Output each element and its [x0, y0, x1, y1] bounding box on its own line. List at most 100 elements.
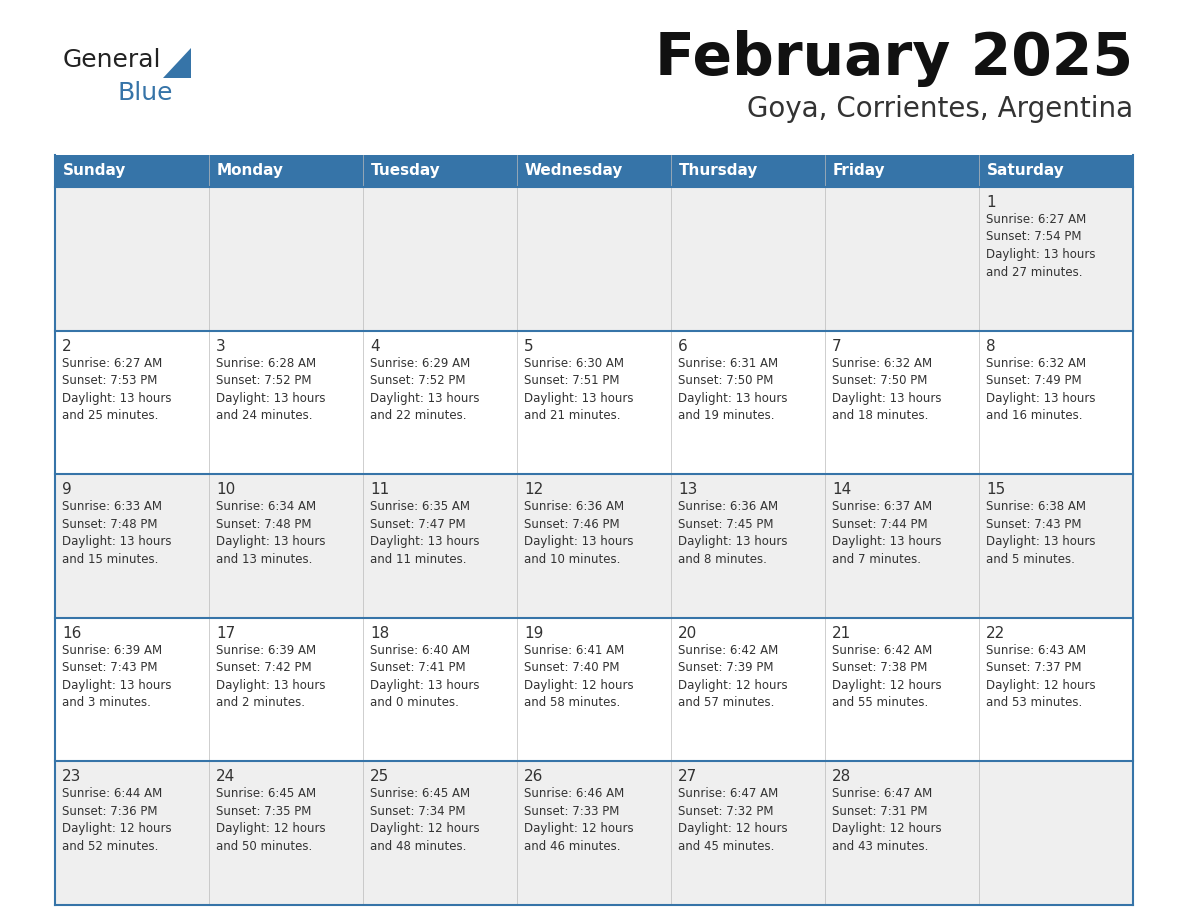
Bar — [209, 155, 364, 187]
Bar — [55, 155, 209, 187]
Text: February 2025: February 2025 — [655, 30, 1133, 87]
Text: Sunrise: 6:33 AM
Sunset: 7:48 PM
Daylight: 13 hours
and 15 minutes.: Sunrise: 6:33 AM Sunset: 7:48 PM Dayligh… — [62, 500, 171, 565]
Text: 2: 2 — [62, 339, 71, 353]
Text: 27: 27 — [678, 769, 697, 784]
Text: 7: 7 — [832, 339, 841, 353]
Text: Tuesday: Tuesday — [371, 163, 441, 178]
Text: Sunday: Sunday — [63, 163, 126, 178]
Text: 19: 19 — [524, 626, 543, 641]
Text: Wednesday: Wednesday — [525, 163, 624, 178]
Text: 13: 13 — [678, 482, 697, 498]
Text: 26: 26 — [524, 769, 543, 784]
Text: 18: 18 — [369, 626, 390, 641]
Text: 6: 6 — [678, 339, 688, 353]
Text: Sunrise: 6:36 AM
Sunset: 7:45 PM
Daylight: 13 hours
and 8 minutes.: Sunrise: 6:36 AM Sunset: 7:45 PM Dayligh… — [678, 500, 788, 565]
Text: 12: 12 — [524, 482, 543, 498]
Bar — [55, 761, 209, 905]
Text: Friday: Friday — [833, 163, 885, 178]
Text: Sunrise: 6:34 AM
Sunset: 7:48 PM
Daylight: 13 hours
and 13 minutes.: Sunrise: 6:34 AM Sunset: 7:48 PM Dayligh… — [216, 500, 326, 565]
Bar — [209, 475, 364, 618]
Bar — [824, 155, 979, 187]
Text: Sunrise: 6:47 AM
Sunset: 7:32 PM
Daylight: 12 hours
and 45 minutes.: Sunrise: 6:47 AM Sunset: 7:32 PM Dayligh… — [678, 788, 788, 853]
Text: Sunrise: 6:30 AM
Sunset: 7:51 PM
Daylight: 13 hours
and 21 minutes.: Sunrise: 6:30 AM Sunset: 7:51 PM Dayligh… — [524, 356, 633, 422]
Bar — [517, 330, 671, 475]
Text: 28: 28 — [832, 769, 852, 784]
Text: Saturday: Saturday — [987, 163, 1064, 178]
Text: Sunrise: 6:36 AM
Sunset: 7:46 PM
Daylight: 13 hours
and 10 minutes.: Sunrise: 6:36 AM Sunset: 7:46 PM Dayligh… — [524, 500, 633, 565]
Bar — [55, 475, 209, 618]
Bar — [55, 187, 209, 330]
Text: Sunrise: 6:42 AM
Sunset: 7:38 PM
Daylight: 12 hours
and 55 minutes.: Sunrise: 6:42 AM Sunset: 7:38 PM Dayligh… — [832, 644, 942, 710]
Text: Sunrise: 6:44 AM
Sunset: 7:36 PM
Daylight: 12 hours
and 52 minutes.: Sunrise: 6:44 AM Sunset: 7:36 PM Dayligh… — [62, 788, 171, 853]
Bar — [364, 187, 517, 330]
Bar — [517, 187, 671, 330]
Text: 24: 24 — [216, 769, 235, 784]
Text: Sunrise: 6:45 AM
Sunset: 7:34 PM
Daylight: 12 hours
and 48 minutes.: Sunrise: 6:45 AM Sunset: 7:34 PM Dayligh… — [369, 788, 480, 853]
Bar — [364, 330, 517, 475]
Text: Sunrise: 6:41 AM
Sunset: 7:40 PM
Daylight: 12 hours
and 58 minutes.: Sunrise: 6:41 AM Sunset: 7:40 PM Dayligh… — [524, 644, 633, 710]
Bar — [517, 618, 671, 761]
Bar — [55, 618, 209, 761]
Bar — [209, 618, 364, 761]
Bar — [364, 475, 517, 618]
Text: Sunrise: 6:38 AM
Sunset: 7:43 PM
Daylight: 13 hours
and 5 minutes.: Sunrise: 6:38 AM Sunset: 7:43 PM Dayligh… — [986, 500, 1095, 565]
Text: Sunrise: 6:28 AM
Sunset: 7:52 PM
Daylight: 13 hours
and 24 minutes.: Sunrise: 6:28 AM Sunset: 7:52 PM Dayligh… — [216, 356, 326, 422]
Bar — [209, 761, 364, 905]
Bar — [979, 761, 1133, 905]
Text: Sunrise: 6:27 AM
Sunset: 7:53 PM
Daylight: 13 hours
and 25 minutes.: Sunrise: 6:27 AM Sunset: 7:53 PM Dayligh… — [62, 356, 171, 422]
Text: Sunrise: 6:47 AM
Sunset: 7:31 PM
Daylight: 12 hours
and 43 minutes.: Sunrise: 6:47 AM Sunset: 7:31 PM Dayligh… — [832, 788, 942, 853]
Bar — [824, 618, 979, 761]
Text: Sunrise: 6:29 AM
Sunset: 7:52 PM
Daylight: 13 hours
and 22 minutes.: Sunrise: 6:29 AM Sunset: 7:52 PM Dayligh… — [369, 356, 480, 422]
Text: 17: 17 — [216, 626, 235, 641]
Polygon shape — [163, 48, 191, 78]
Text: 4: 4 — [369, 339, 380, 353]
Bar — [55, 330, 209, 475]
Bar — [824, 475, 979, 618]
Text: 9: 9 — [62, 482, 71, 498]
Text: Sunrise: 6:27 AM
Sunset: 7:54 PM
Daylight: 13 hours
and 27 minutes.: Sunrise: 6:27 AM Sunset: 7:54 PM Dayligh… — [986, 213, 1095, 278]
Bar — [517, 475, 671, 618]
Text: Thursday: Thursday — [680, 163, 758, 178]
Text: 3: 3 — [216, 339, 226, 353]
Text: 11: 11 — [369, 482, 390, 498]
Text: 10: 10 — [216, 482, 235, 498]
Text: Sunrise: 6:32 AM
Sunset: 7:50 PM
Daylight: 13 hours
and 18 minutes.: Sunrise: 6:32 AM Sunset: 7:50 PM Dayligh… — [832, 356, 942, 422]
Bar — [364, 618, 517, 761]
Bar — [671, 475, 824, 618]
Text: 22: 22 — [986, 626, 1005, 641]
Bar — [979, 155, 1133, 187]
Text: Goya, Corrientes, Argentina: Goya, Corrientes, Argentina — [747, 95, 1133, 123]
Text: Sunrise: 6:39 AM
Sunset: 7:43 PM
Daylight: 13 hours
and 3 minutes.: Sunrise: 6:39 AM Sunset: 7:43 PM Dayligh… — [62, 644, 171, 710]
Text: 14: 14 — [832, 482, 852, 498]
Bar — [979, 618, 1133, 761]
Text: 16: 16 — [62, 626, 81, 641]
Bar — [979, 187, 1133, 330]
Bar — [671, 761, 824, 905]
Bar — [364, 155, 517, 187]
Text: Sunrise: 6:32 AM
Sunset: 7:49 PM
Daylight: 13 hours
and 16 minutes.: Sunrise: 6:32 AM Sunset: 7:49 PM Dayligh… — [986, 356, 1095, 422]
Text: Sunrise: 6:46 AM
Sunset: 7:33 PM
Daylight: 12 hours
and 46 minutes.: Sunrise: 6:46 AM Sunset: 7:33 PM Dayligh… — [524, 788, 633, 853]
Text: Sunrise: 6:40 AM
Sunset: 7:41 PM
Daylight: 13 hours
and 0 minutes.: Sunrise: 6:40 AM Sunset: 7:41 PM Dayligh… — [369, 644, 480, 710]
Bar — [517, 155, 671, 187]
Bar — [824, 187, 979, 330]
Text: Sunrise: 6:45 AM
Sunset: 7:35 PM
Daylight: 12 hours
and 50 minutes.: Sunrise: 6:45 AM Sunset: 7:35 PM Dayligh… — [216, 788, 326, 853]
Bar — [209, 187, 364, 330]
Text: 25: 25 — [369, 769, 390, 784]
Text: 21: 21 — [832, 626, 852, 641]
Text: Sunrise: 6:43 AM
Sunset: 7:37 PM
Daylight: 12 hours
and 53 minutes.: Sunrise: 6:43 AM Sunset: 7:37 PM Dayligh… — [986, 644, 1095, 710]
Bar — [824, 330, 979, 475]
Text: Monday: Monday — [217, 163, 284, 178]
Text: Sunrise: 6:39 AM
Sunset: 7:42 PM
Daylight: 13 hours
and 2 minutes.: Sunrise: 6:39 AM Sunset: 7:42 PM Dayligh… — [216, 644, 326, 710]
Text: Sunrise: 6:35 AM
Sunset: 7:47 PM
Daylight: 13 hours
and 11 minutes.: Sunrise: 6:35 AM Sunset: 7:47 PM Dayligh… — [369, 500, 480, 565]
Bar — [209, 330, 364, 475]
Bar — [671, 155, 824, 187]
Text: 23: 23 — [62, 769, 81, 784]
Bar — [364, 761, 517, 905]
Text: General: General — [63, 48, 162, 72]
Bar — [824, 761, 979, 905]
Text: Sunrise: 6:42 AM
Sunset: 7:39 PM
Daylight: 12 hours
and 57 minutes.: Sunrise: 6:42 AM Sunset: 7:39 PM Dayligh… — [678, 644, 788, 710]
Text: 5: 5 — [524, 339, 533, 353]
Text: 20: 20 — [678, 626, 697, 641]
Text: 8: 8 — [986, 339, 996, 353]
Bar — [671, 330, 824, 475]
